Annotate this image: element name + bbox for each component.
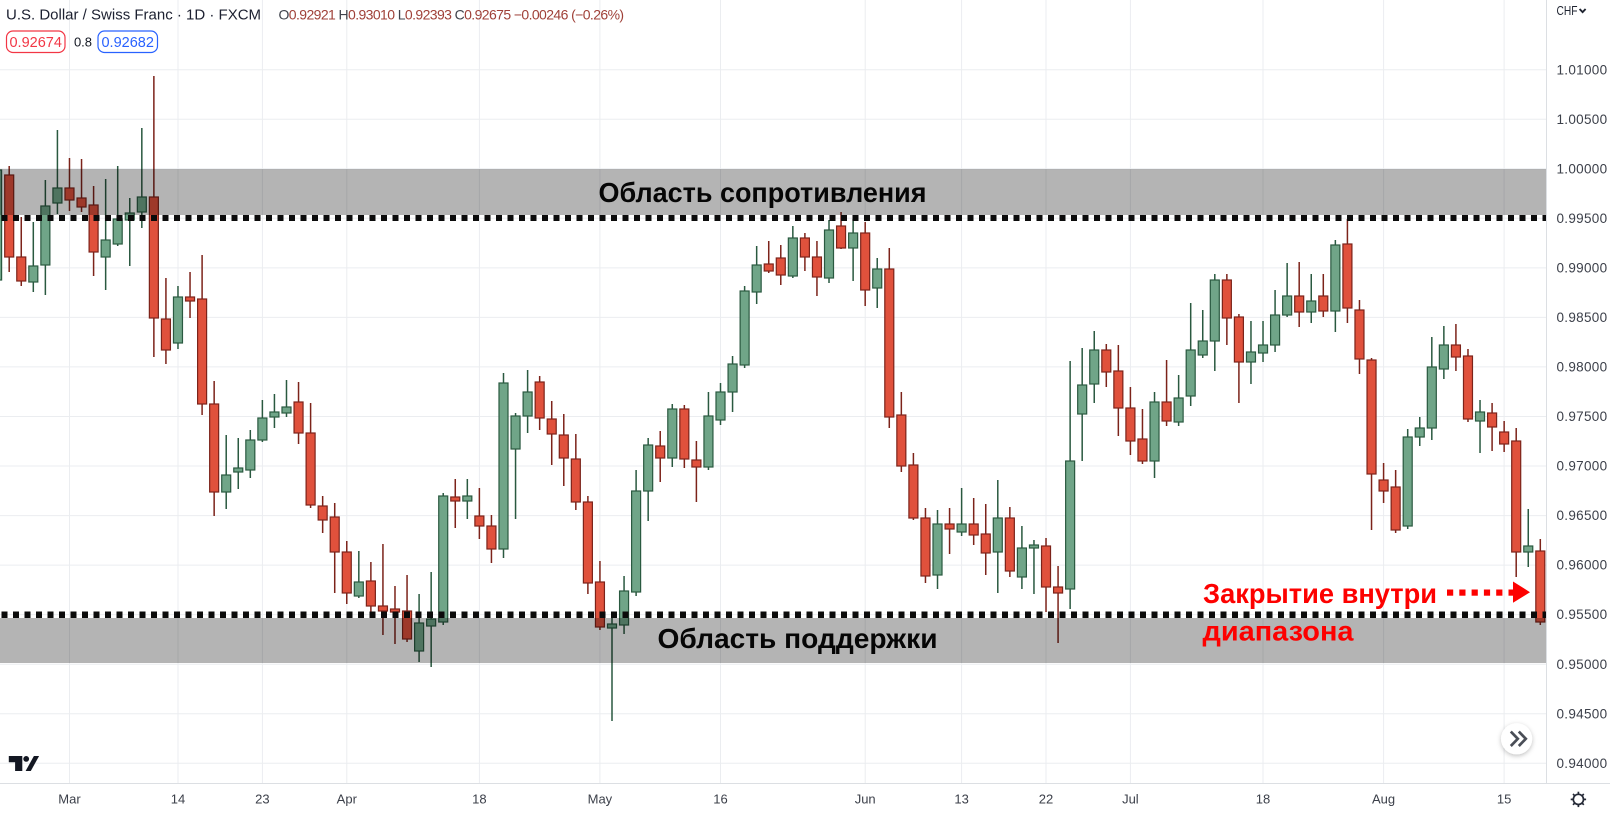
svg-text:18: 18 [1256, 792, 1270, 807]
svg-text:0.95500: 0.95500 [1557, 607, 1608, 622]
svg-text:0.96500: 0.96500 [1557, 508, 1608, 523]
svg-text:CHF: CHF [1557, 4, 1578, 18]
svg-text:Mar: Mar [58, 792, 81, 807]
svg-text:0.97000: 0.97000 [1557, 459, 1608, 474]
svg-text:Закрытие внутри: Закрытие внутри [1203, 578, 1437, 609]
svg-text:15: 15 [1497, 792, 1511, 807]
svg-text:1.00000: 1.00000 [1557, 161, 1608, 176]
svg-text:22: 22 [1039, 792, 1053, 807]
svg-text:0.98500: 0.98500 [1557, 310, 1608, 325]
svg-text:1.00500: 1.00500 [1557, 112, 1608, 127]
svg-text:диапазона: диапазона [1203, 616, 1354, 647]
svg-text:O0.92921 H0.93010 L0.92393 C0.: O0.92921 H0.93010 L0.92393 C0.92675 −0.0… [279, 7, 624, 23]
svg-text:14: 14 [171, 792, 185, 807]
svg-text:Apr: Apr [337, 792, 358, 807]
svg-text:May: May [588, 792, 613, 807]
svg-text:Jul: Jul [1122, 792, 1139, 807]
svg-text:16: 16 [713, 792, 727, 807]
svg-text:Область сопротивления: Область сопротивления [599, 177, 927, 208]
svg-text:0.95000: 0.95000 [1557, 657, 1608, 672]
svg-text:1.01000: 1.01000 [1557, 62, 1608, 77]
svg-text:18: 18 [472, 792, 486, 807]
svg-text:0.94500: 0.94500 [1557, 706, 1608, 721]
svg-text:0.99500: 0.99500 [1557, 211, 1608, 226]
svg-text:0.92674: 0.92674 [9, 35, 61, 51]
svg-text:Jun: Jun [855, 792, 876, 807]
svg-text:23: 23 [255, 792, 269, 807]
svg-text:0.92682: 0.92682 [101, 35, 153, 51]
svg-text:0.98000: 0.98000 [1557, 360, 1608, 375]
svg-text:U.S. Dollar / Swiss Franc · 1D: U.S. Dollar / Swiss Franc · 1D · FXCM [6, 7, 261, 24]
svg-text:0.8: 0.8 [74, 35, 92, 50]
svg-text:13: 13 [954, 792, 968, 807]
svg-text:Область поддержки: Область поддержки [658, 623, 938, 654]
svg-text:0.97500: 0.97500 [1557, 409, 1608, 424]
svg-text:0.99000: 0.99000 [1557, 261, 1608, 276]
svg-text:Aug: Aug [1372, 792, 1395, 807]
svg-text:0.96000: 0.96000 [1557, 558, 1608, 573]
svg-text:0.94000: 0.94000 [1557, 756, 1608, 771]
